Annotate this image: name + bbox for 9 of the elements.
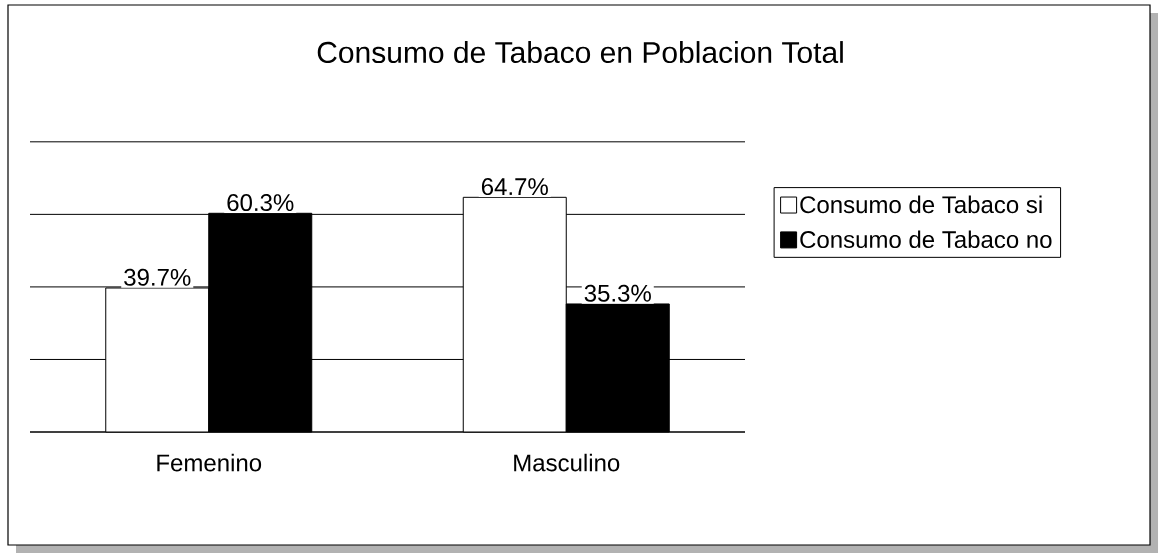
legend-label: Consumo de Tabaco no [800, 230, 1052, 249]
legend-label: Consumo de Tabaco si [800, 195, 1042, 214]
data-label: 39.7% [124, 268, 191, 286]
data-label: 35.3% [584, 284, 651, 302]
chart-title: Consumo de Tabaco en Poblacion Total [317, 41, 843, 64]
data-label: 64.7% [481, 178, 548, 196]
x-tick-label: Femenino [157, 453, 262, 472]
x-tick-label: Masculino [514, 453, 620, 472]
data-label: 60.3% [227, 194, 294, 212]
